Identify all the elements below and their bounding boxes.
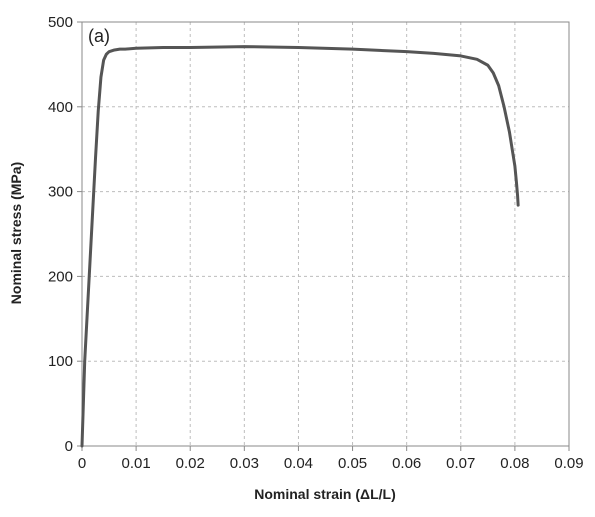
y-axis-label: Nominal stress (MPa) — [8, 162, 24, 304]
data-series — [80, 45, 520, 448]
x-tick-label: 0.08 — [500, 455, 529, 472]
y-tick-label: 300 — [48, 184, 73, 201]
x-tick-label: 0.06 — [392, 455, 421, 472]
x-tick-label: 0.01 — [122, 455, 151, 472]
x-tick-labels: 0 0.01 0.02 0.03 0.04 0.05 0.06 0.07 0.08 0.09 — [78, 455, 584, 472]
x-tick-label: 0.03 — [230, 455, 259, 472]
x-tick-label: 0.09 — [554, 455, 583, 472]
x-axis-label: Nominal strain (ΔL/L) — [254, 486, 396, 502]
x-tick-label: 0.04 — [284, 455, 313, 472]
y-tick-label: 100 — [48, 353, 73, 370]
x-tick-label: 0 — [78, 455, 86, 472]
plot-frame — [77, 21, 570, 451]
x-tick-label: 0.07 — [446, 455, 475, 472]
y-tick-label: 0 — [65, 438, 73, 455]
grid-lines — [82, 22, 569, 446]
y-tick-label: 400 — [48, 99, 73, 116]
stress-strain-curve — [80, 45, 520, 448]
y-tick-labels: 0 100 200 300 400 500 — [48, 14, 73, 455]
panel-label: (a) — [88, 26, 110, 46]
plot-border — [81, 21, 570, 447]
x-tick-label: 0.02 — [176, 455, 205, 472]
y-tick-label: 200 — [48, 268, 73, 285]
y-tick-label: 500 — [48, 14, 73, 31]
x-tick-label: 0.05 — [338, 455, 367, 472]
